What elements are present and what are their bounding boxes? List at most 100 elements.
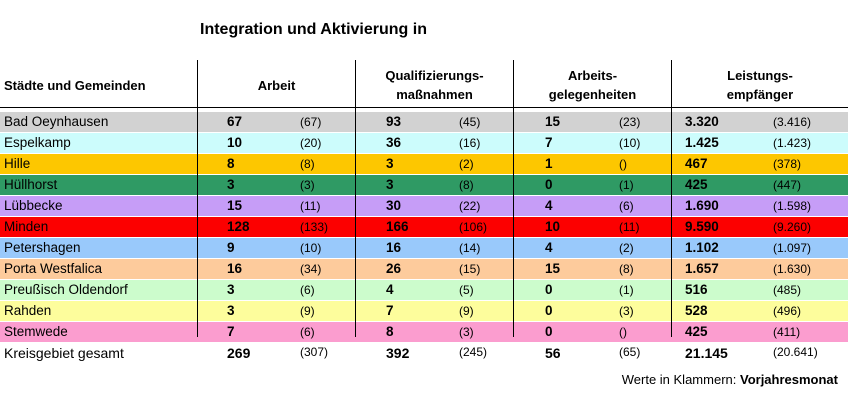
table-row: Preußisch Oldendorf 3 (6) 4 (5) 0 (1) 516 (485): [0, 280, 848, 300]
header-qualification-line2: maßnahmen: [396, 87, 473, 102]
opportunities-value: 15: [545, 261, 561, 276]
qualification-value: 30: [386, 198, 402, 213]
table-row: Lübbecke 15 (11) 30 (22) 4 (6) 1.690 (1.598): [0, 196, 848, 216]
benefits-prev: (1.423): [773, 136, 812, 150]
qualification-value: 3: [386, 156, 394, 171]
opportunities-prev: (1): [619, 283, 634, 297]
total-qualification: 392: [386, 345, 410, 361]
header-benefits-line2: empfänger: [726, 87, 794, 102]
work-prev: (34): [300, 262, 322, 276]
table-row: Petershagen 9 (10) 16 (14) 4 (2) 1.102 (1.097): [0, 238, 848, 258]
opportunities-prev: (2): [619, 241, 634, 255]
qualification-prev: (14): [459, 241, 481, 255]
table-row: Hüllhorst 3 (3) 3 (8) 0 (1) 425 (447): [0, 175, 848, 195]
city-name: Minden: [4, 219, 49, 234]
city-name: Espelkamp: [4, 135, 71, 150]
work-value: 9: [227, 240, 235, 255]
work-value: 3: [227, 303, 235, 318]
qualification-prev: (8): [459, 178, 474, 192]
qualification-value: 8: [386, 324, 394, 339]
benefits-prev: (411): [773, 325, 801, 339]
header-qualification-line1: Qualifizierungs-: [385, 68, 484, 83]
table-row: Espelkamp 10 (20) 36 (16) 7 (10) 1.425 (1.423): [0, 133, 848, 153]
opportunities-value: 7: [545, 135, 553, 150]
opportunities-prev: (8): [619, 262, 634, 276]
footnote-prefix: Werte in Klammern:: [621, 372, 740, 387]
page-title: Integration und Aktivierung in: [200, 21, 427, 38]
benefits-value: 9.590: [685, 219, 719, 234]
benefits-value: 528: [685, 303, 708, 318]
benefits-value: 425: [685, 324, 708, 339]
work-prev: (6): [300, 325, 315, 339]
header-opportunities: Arbeits- gelegenheiten: [514, 66, 671, 104]
qualification-value: 16: [386, 240, 402, 255]
city-name: Lübbecke: [4, 198, 63, 213]
qualification-value: 166: [386, 219, 409, 234]
total-qualification-prev: (245): [459, 345, 488, 359]
header-divider: [0, 107, 848, 108]
benefits-value: 467: [685, 156, 708, 171]
benefits-prev: (1.630): [773, 262, 812, 276]
header-qualification: Qualifizierungs- maßnahmen: [356, 66, 513, 104]
work-prev: (10): [300, 241, 322, 255]
total-name: Kreisgebiet gesamt: [4, 345, 124, 361]
qualification-prev: (22): [459, 199, 481, 213]
benefits-value: 3.320: [685, 114, 719, 129]
qualification-prev: (9): [459, 304, 474, 318]
work-prev: (6): [300, 283, 315, 297]
city-name: Porta Westfalica: [4, 261, 103, 276]
benefits-value: 1.102: [685, 240, 719, 255]
work-value: 67: [227, 114, 243, 129]
opportunities-value: 0: [545, 282, 553, 297]
table-row: Porta Westfalica 16 (34) 26 (15) 15 (8) 1.657 (1…: [0, 259, 848, 279]
benefits-prev: (3.416): [773, 115, 812, 129]
header-benefits-line1: Leistungs-: [727, 68, 793, 83]
opportunities-prev: (): [619, 157, 627, 171]
benefits-value: 425: [685, 177, 708, 192]
total-work: 269: [227, 345, 251, 361]
city-name: Stemwede: [4, 324, 68, 339]
benefits-value: 1.425: [685, 135, 719, 150]
total-benefits-prev: (20.641): [773, 345, 818, 359]
header-work: Arbeit: [257, 78, 296, 93]
work-prev: (11): [300, 199, 321, 213]
opportunities-prev: (10): [619, 136, 641, 150]
qualification-prev: (45): [459, 115, 481, 129]
opportunities-value: 4: [545, 198, 553, 213]
work-prev: (9): [300, 304, 315, 318]
benefits-prev: (496): [773, 304, 802, 318]
work-value: 3: [227, 282, 235, 297]
header-opportunities-line2: gelegenheiten: [548, 87, 637, 102]
work-value: 15: [227, 198, 243, 213]
qualification-value: 26: [386, 261, 402, 276]
work-prev: (20): [300, 136, 322, 150]
opportunities-value: 10: [545, 219, 561, 234]
benefits-value: 1.690: [685, 198, 719, 213]
table-row: Bad Oeynhausen 67 (67) 93 (45) 15 (23) 3.320 (3.…: [0, 112, 848, 132]
header-opportunities-line1: Arbeits-: [567, 68, 618, 83]
opportunities-value: 4: [545, 240, 553, 255]
work-prev: (133): [300, 220, 329, 234]
table-row: Stemwede 7 (6) 8 (3) 0 () 425 (411): [0, 322, 848, 342]
opportunities-value: 0: [545, 324, 553, 339]
opportunities-value: 0: [545, 303, 553, 318]
qualification-value: 7: [386, 303, 394, 318]
opportunities-value: 0: [545, 177, 553, 192]
city-name: Petershagen: [4, 240, 81, 255]
column-divider-1: [197, 60, 198, 337]
work-prev: (3): [300, 178, 315, 192]
city-name: Hüllhorst: [4, 177, 58, 192]
city-name: Rahden: [4, 303, 52, 318]
total-opportunities-prev: (65): [619, 345, 641, 359]
work-value: 7: [227, 324, 235, 339]
table-body: Bad Oeynhausen 67 (67) 93 (45) 15 (23) 3.320 (3.…: [0, 112, 848, 343]
footnote: Werte in Klammern: Vorjahresmonat: [622, 372, 838, 387]
opportunities-prev: (3): [619, 304, 634, 318]
city-name: Bad Oeynhausen: [4, 114, 109, 129]
opportunities-prev: (11): [619, 220, 640, 234]
work-value: 128: [227, 219, 250, 234]
qualification-value: 3: [386, 177, 394, 192]
qualification-prev: (3): [459, 325, 474, 339]
qualification-prev: (2): [459, 157, 474, 171]
column-divider-2: [355, 60, 356, 337]
